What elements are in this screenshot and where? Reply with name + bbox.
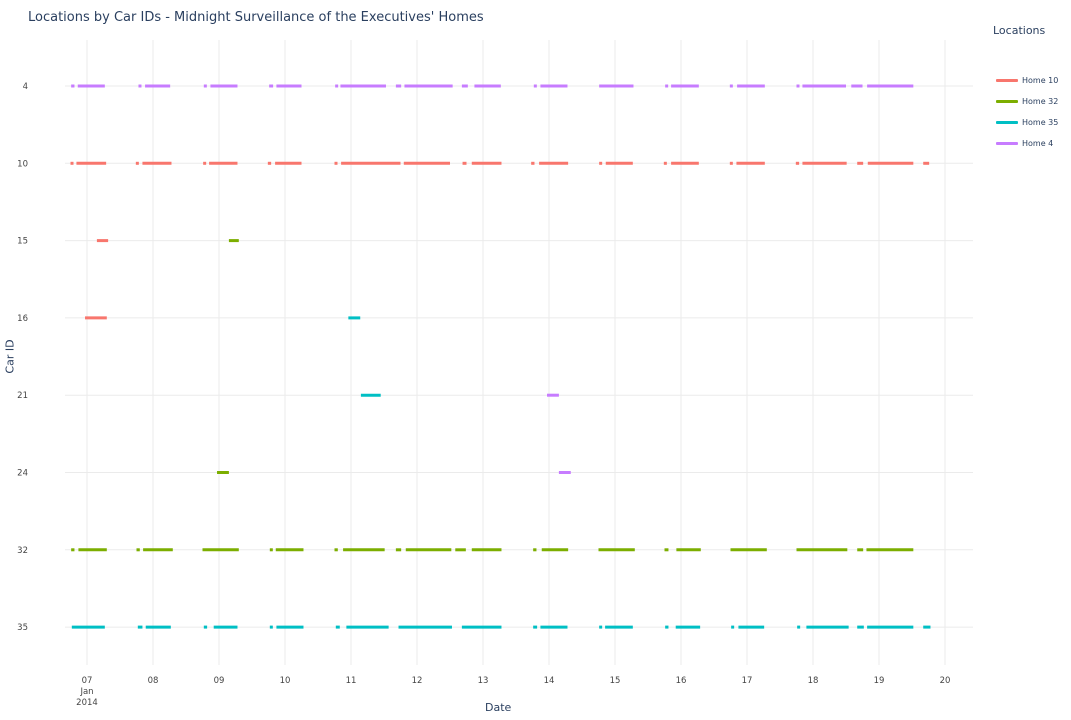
x-tick-label: 10 xyxy=(280,676,291,686)
x-tick-label: 17 xyxy=(742,676,753,686)
x-tick-label: 19 xyxy=(874,676,885,686)
legend-label: Home 32 xyxy=(1022,97,1059,106)
y-tick-label: 32 xyxy=(17,546,28,556)
legend-label: Home 35 xyxy=(1022,118,1059,127)
y-tick-label: 21 xyxy=(17,391,28,401)
y-tick-label: 35 xyxy=(17,623,28,633)
legend-swatch-icon xyxy=(996,79,1018,82)
legend-label: Home 4 xyxy=(1022,139,1054,148)
x-tick-label: 08 xyxy=(148,676,159,686)
x-tick-label: 18 xyxy=(808,676,819,686)
x-tick-label: 12 xyxy=(412,676,423,686)
x-tick-label: 20 xyxy=(940,676,951,686)
x-tick-label: 14 xyxy=(544,676,555,686)
y-tick-label: 15 xyxy=(17,237,28,247)
x-tick-label: 13 xyxy=(478,676,489,686)
y-tick-label: 4 xyxy=(23,82,28,92)
legend: Locations Home 10 Home 32 Home 35 Home 4 xyxy=(988,24,1058,154)
x-tick-label: 16 xyxy=(676,676,687,686)
x-tick-label: 11 xyxy=(346,676,357,686)
legend-item-home-10[interactable]: Home 10 xyxy=(988,70,1058,91)
y-axis-title: Car ID xyxy=(3,339,17,374)
x-tick-month: Jan xyxy=(79,687,93,697)
y-tick-label: 10 xyxy=(17,159,28,169)
x-tick-label: 09 xyxy=(214,676,225,686)
y-tick-label: 16 xyxy=(17,314,28,324)
x-tick-label: 15 xyxy=(610,676,621,686)
legend-item-home-32[interactable]: Home 32 xyxy=(988,91,1058,112)
legend-swatch-icon xyxy=(996,142,1018,145)
legend-title: Locations xyxy=(993,24,1046,37)
x-tick-label: 07 xyxy=(82,676,93,686)
y-tick-label: 24 xyxy=(17,469,28,479)
x-tick-year: 2014 xyxy=(76,698,98,708)
legend-item-home-4[interactable]: Home 4 xyxy=(988,133,1058,154)
legend-swatch-icon xyxy=(996,100,1018,103)
legend-swatch-icon xyxy=(996,121,1018,124)
x-axis-title: Date xyxy=(485,701,512,714)
legend-label: Home 10 xyxy=(1022,76,1059,85)
chart-title: Locations by Car IDs - Midnight Surveill… xyxy=(28,10,484,25)
legend-item-home-35[interactable]: Home 35 xyxy=(988,112,1058,133)
